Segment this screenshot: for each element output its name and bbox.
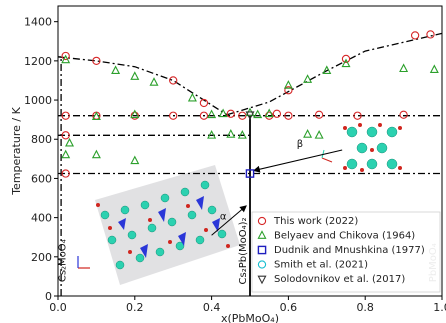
data-point-s1-15 bbox=[429, 64, 439, 74]
legend-marker-4 bbox=[257, 275, 267, 285]
x-tick-label-4: 0.8 bbox=[356, 301, 374, 314]
data-point-s0-1 bbox=[92, 56, 101, 66]
data-point-s0-8 bbox=[426, 30, 435, 39]
y-tick-label-0: 0 bbox=[45, 290, 52, 303]
data-point-s0-5 bbox=[284, 86, 293, 95]
crystal-structure-beta-image bbox=[343, 123, 402, 172]
x-tick-label-3: 0.6 bbox=[280, 301, 298, 314]
data-point-s0-6 bbox=[341, 54, 351, 64]
data-point-s1-21 bbox=[130, 155, 140, 165]
data-point-s0-12 bbox=[169, 111, 178, 120]
legend-marker-1 bbox=[257, 230, 267, 239]
data-point-s0-22 bbox=[272, 109, 282, 118]
y-tick-label-6: 1200 bbox=[24, 55, 52, 68]
y-tick-label-4: 800 bbox=[31, 133, 52, 146]
data-point-s0-3 bbox=[199, 98, 209, 108]
annotation-1: α bbox=[220, 212, 227, 223]
annotation-2: Cs₂MoO₄ bbox=[58, 239, 69, 282]
data-point-s1-12 bbox=[322, 65, 332, 75]
data-point-s1-11 bbox=[303, 74, 313, 83]
data-point-s1-10 bbox=[283, 80, 293, 89]
data-point-s1-8 bbox=[253, 109, 263, 119]
data-point-s0-7 bbox=[410, 31, 420, 40]
legend-box bbox=[251, 211, 441, 293]
data-point-s0-13 bbox=[199, 111, 209, 120]
data-point-s1-17 bbox=[91, 111, 101, 121]
data-point-s1-0 bbox=[61, 54, 71, 64]
crystal-structure-alpha-image bbox=[95, 165, 240, 285]
data-point-s1-19 bbox=[61, 149, 71, 159]
x-tick-label-0: 0.0 bbox=[49, 301, 67, 314]
legend-label-4: Solodovnikov et al. (2017) bbox=[274, 274, 405, 285]
y-tick-label-7: 1400 bbox=[24, 16, 52, 29]
data-point-s1-26 bbox=[314, 130, 324, 139]
data-point-s1-9 bbox=[264, 108, 274, 118]
data-point-s0-9 bbox=[61, 111, 70, 120]
beta-arrow bbox=[252, 149, 343, 173]
data-point-s1-2 bbox=[130, 71, 140, 80]
alpha-arrow bbox=[211, 205, 247, 236]
y-tick-label-2: 400 bbox=[31, 212, 52, 225]
annotation-0: β bbox=[297, 139, 303, 150]
data-points bbox=[61, 30, 439, 178]
legend-marker-2 bbox=[257, 245, 267, 255]
data-point-s1-24 bbox=[237, 130, 247, 139]
data-point-s0-0 bbox=[61, 51, 70, 61]
y-tick-label-3: 600 bbox=[31, 172, 52, 185]
legend: This work (2022) Belyaev and Chikova (196… bbox=[251, 211, 441, 293]
data-point-s0-20 bbox=[61, 131, 70, 140]
phase-arrows bbox=[211, 149, 343, 236]
data-point-s1-22 bbox=[207, 130, 217, 139]
annotation-3: Cs₂Pb(MoO₄)₂ bbox=[238, 217, 249, 284]
legend-marker-3 bbox=[257, 260, 267, 269]
data-point-s1-6 bbox=[218, 108, 228, 118]
phase-boundary-lines bbox=[57, 32, 443, 296]
y-tick-label-1: 200 bbox=[31, 251, 52, 264]
legend-marker-0 bbox=[257, 216, 267, 226]
data-point-s1-5 bbox=[207, 109, 217, 119]
data-point-s1-18 bbox=[130, 109, 140, 119]
x-tick-label-2: 0.4 bbox=[203, 301, 221, 314]
data-point-s1-16 bbox=[65, 137, 75, 147]
data-point-s0-2 bbox=[169, 76, 178, 85]
axes: 0.0 0.2 0.4 0.6 0.8 1.0 0 200 400 600 800 1000 1200 1… bbox=[10, 16, 446, 323]
legend-label-3: Smith et al. (2021) bbox=[274, 260, 368, 271]
data-point-s4-0 bbox=[245, 111, 255, 121]
data-point-s1-4 bbox=[187, 92, 197, 102]
legend-label-1: Belyaev and Chikova (1964) bbox=[274, 231, 415, 242]
data-point-s1-1 bbox=[111, 65, 121, 75]
data-point-s0-18 bbox=[353, 111, 362, 120]
x-axis-label: x(PbMoO₄) bbox=[221, 312, 279, 323]
data-point-s0-21 bbox=[61, 169, 70, 178]
data-point-s0-17 bbox=[314, 110, 324, 119]
x-tick-label-5: 1.0 bbox=[433, 301, 446, 314]
data-point-s0-16 bbox=[284, 111, 293, 120]
data-point-s0-19 bbox=[399, 110, 408, 119]
y-axis-label: Temperature / K bbox=[10, 106, 23, 195]
data-point-s1-23 bbox=[226, 129, 236, 138]
data-point-s1-13 bbox=[341, 58, 351, 68]
legend-label-0: This work (2022) bbox=[273, 216, 358, 227]
phase-line-0 bbox=[57, 56, 228, 116]
x-tick-label-1: 0.2 bbox=[126, 301, 144, 314]
data-point-s2-0 bbox=[245, 169, 255, 178]
y-tick-label-5: 1000 bbox=[24, 94, 52, 107]
data-point-s1-25 bbox=[303, 129, 313, 138]
data-point-s1-3 bbox=[149, 77, 159, 86]
data-point-s0-4 bbox=[226, 109, 235, 118]
data-point-s1-14 bbox=[399, 63, 409, 73]
data-point-s0-11 bbox=[130, 111, 139, 120]
data-point-s1-20 bbox=[91, 149, 101, 159]
legend-label-2: Dudnik and Mnushkina (1977) bbox=[274, 245, 425, 256]
phase-line-1 bbox=[226, 32, 443, 116]
